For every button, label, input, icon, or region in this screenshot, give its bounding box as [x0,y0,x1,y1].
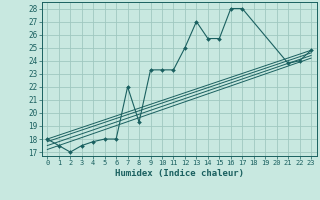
X-axis label: Humidex (Indice chaleur): Humidex (Indice chaleur) [115,169,244,178]
